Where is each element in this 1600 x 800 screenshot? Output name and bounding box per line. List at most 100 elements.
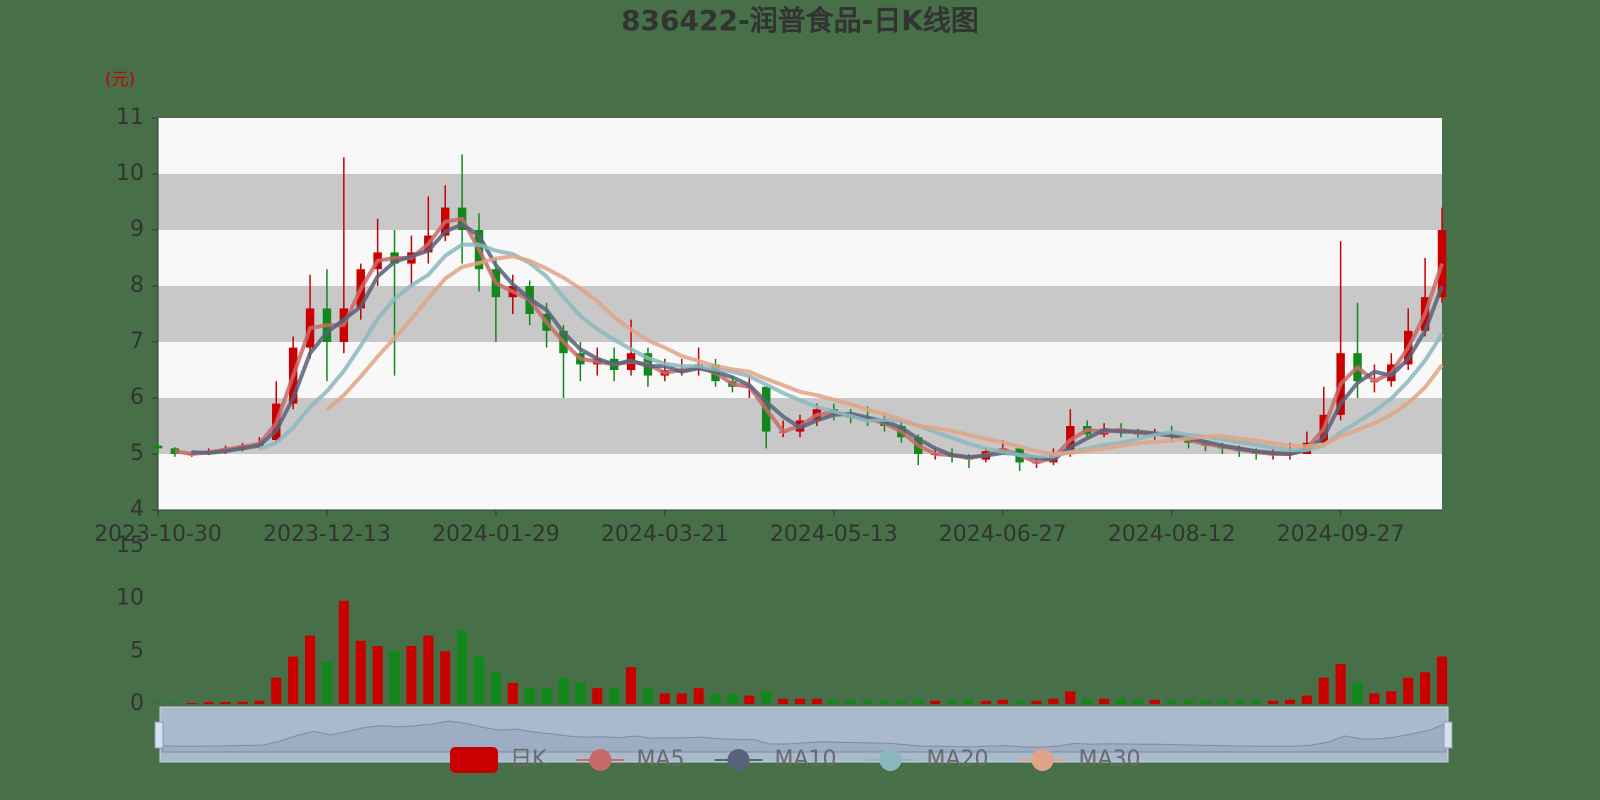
volume-bar <box>288 656 299 704</box>
volume-bar <box>1031 700 1042 704</box>
legend-icon[interactable] <box>589 749 612 771</box>
zoom-preview <box>161 720 1447 753</box>
y-tick-label: 7 <box>130 329 144 354</box>
volume-bar <box>761 691 772 704</box>
ma-line <box>325 254 1444 456</box>
volume-bar <box>1403 677 1414 704</box>
volume-bar <box>1420 672 1431 704</box>
volume-bar <box>254 700 265 704</box>
chart-title: 836422-润普食品-日K线图 <box>621 4 979 37</box>
volume-bar <box>490 672 501 704</box>
volume-bar <box>659 693 670 704</box>
legend-label[interactable]: MA10 <box>774 747 836 772</box>
volume-bar <box>946 700 958 704</box>
volume-tick-label: 0 <box>130 691 144 716</box>
volume-bar <box>1200 700 1211 704</box>
volume-bar <box>1217 700 1228 704</box>
volume-bar <box>1132 699 1143 704</box>
volume-bar <box>321 661 333 704</box>
y-tick-label: 10 <box>116 161 144 186</box>
y-tick-label: 9 <box>130 217 144 242</box>
volume-bar <box>1352 682 1363 704</box>
legend-label[interactable]: MA30 <box>1079 747 1141 772</box>
volume-bar <box>304 635 316 704</box>
volume-bar <box>1234 700 1245 704</box>
volume-bar <box>862 699 873 704</box>
legend-label[interactable]: 日K <box>510 747 547 772</box>
volume-bar <box>1301 695 1312 704</box>
volume-bar <box>1082 698 1093 704</box>
ma-line <box>191 222 1444 462</box>
volume-bar <box>1149 699 1160 704</box>
volume-bar <box>710 693 721 704</box>
y-tick-label: 5 <box>130 441 144 466</box>
zoom-handle[interactable] <box>1443 721 1453 749</box>
volume-bar <box>440 651 451 704</box>
volume-bar <box>727 693 738 704</box>
volume-bar <box>169 702 180 704</box>
volume-bar <box>845 699 856 704</box>
zoom-handle[interactable] <box>154 721 164 749</box>
x-tick-label: 2024-09-27 <box>1277 522 1405 547</box>
volume-bar <box>237 701 248 704</box>
volume-bar <box>473 656 485 704</box>
volume-bar <box>1284 699 1296 704</box>
volume-bar <box>524 688 535 704</box>
volume-bar <box>1014 700 1025 704</box>
volume-bar <box>575 682 586 704</box>
legend-label[interactable]: MA20 <box>927 747 989 772</box>
volume-bar <box>558 677 569 704</box>
volume-bar <box>592 688 603 704</box>
volume-bar <box>1166 699 1177 704</box>
volume-bar <box>693 688 704 704</box>
y-tick-label: 6 <box>130 385 144 410</box>
x-tick-label: 2024-01-29 <box>432 522 560 547</box>
volume-bar <box>963 699 975 704</box>
volume-bar <box>997 699 1008 704</box>
volume-tick-label: 15 <box>116 533 144 558</box>
volume-bar <box>794 698 806 704</box>
volume-bar <box>507 682 518 704</box>
volume-bar <box>980 700 991 704</box>
volume-bar <box>896 700 907 704</box>
volume-bar <box>1099 698 1110 704</box>
volume-bar <box>811 698 822 704</box>
volume-bar <box>676 693 687 704</box>
candle-body <box>153 445 163 449</box>
volume-bar <box>406 646 417 704</box>
volume-bar <box>1048 698 1059 704</box>
volume-bar <box>1335 663 1346 704</box>
volume-bar <box>1386 691 1397 704</box>
volume-bar <box>879 700 890 704</box>
x-tick-label: 2024-03-21 <box>601 522 729 547</box>
grid-band <box>158 286 1442 342</box>
legend-icon[interactable] <box>450 747 498 773</box>
y-axis-name: (元) <box>105 70 135 90</box>
volume-bar <box>355 640 366 704</box>
legend-icon[interactable] <box>1031 749 1054 771</box>
volume-bar <box>913 699 924 704</box>
volume-bar <box>1436 656 1448 704</box>
y-tick-label: 11 <box>116 105 144 130</box>
legend-icon[interactable] <box>879 749 902 771</box>
volume-bar <box>338 600 349 704</box>
volume-bar <box>778 698 789 704</box>
volume-tick-label: 5 <box>130 638 144 663</box>
legend-icon[interactable] <box>727 749 750 771</box>
volume-bar <box>220 701 231 704</box>
volume-bar <box>828 699 839 704</box>
volume-bar <box>1065 691 1076 704</box>
y-tick-label: 8 <box>130 273 144 298</box>
volume-bar <box>930 700 941 704</box>
volume-bar <box>203 701 214 704</box>
x-tick-label: 2023-10-30 <box>94 522 222 547</box>
grid-band <box>158 342 1442 398</box>
grid-band <box>158 230 1442 286</box>
volume-bar <box>1267 700 1279 704</box>
volume-bar <box>744 695 755 704</box>
legend-label[interactable]: MA5 <box>636 747 684 772</box>
volume-bar <box>372 646 383 704</box>
volume-bar <box>271 677 282 704</box>
volume-bar <box>642 688 654 704</box>
